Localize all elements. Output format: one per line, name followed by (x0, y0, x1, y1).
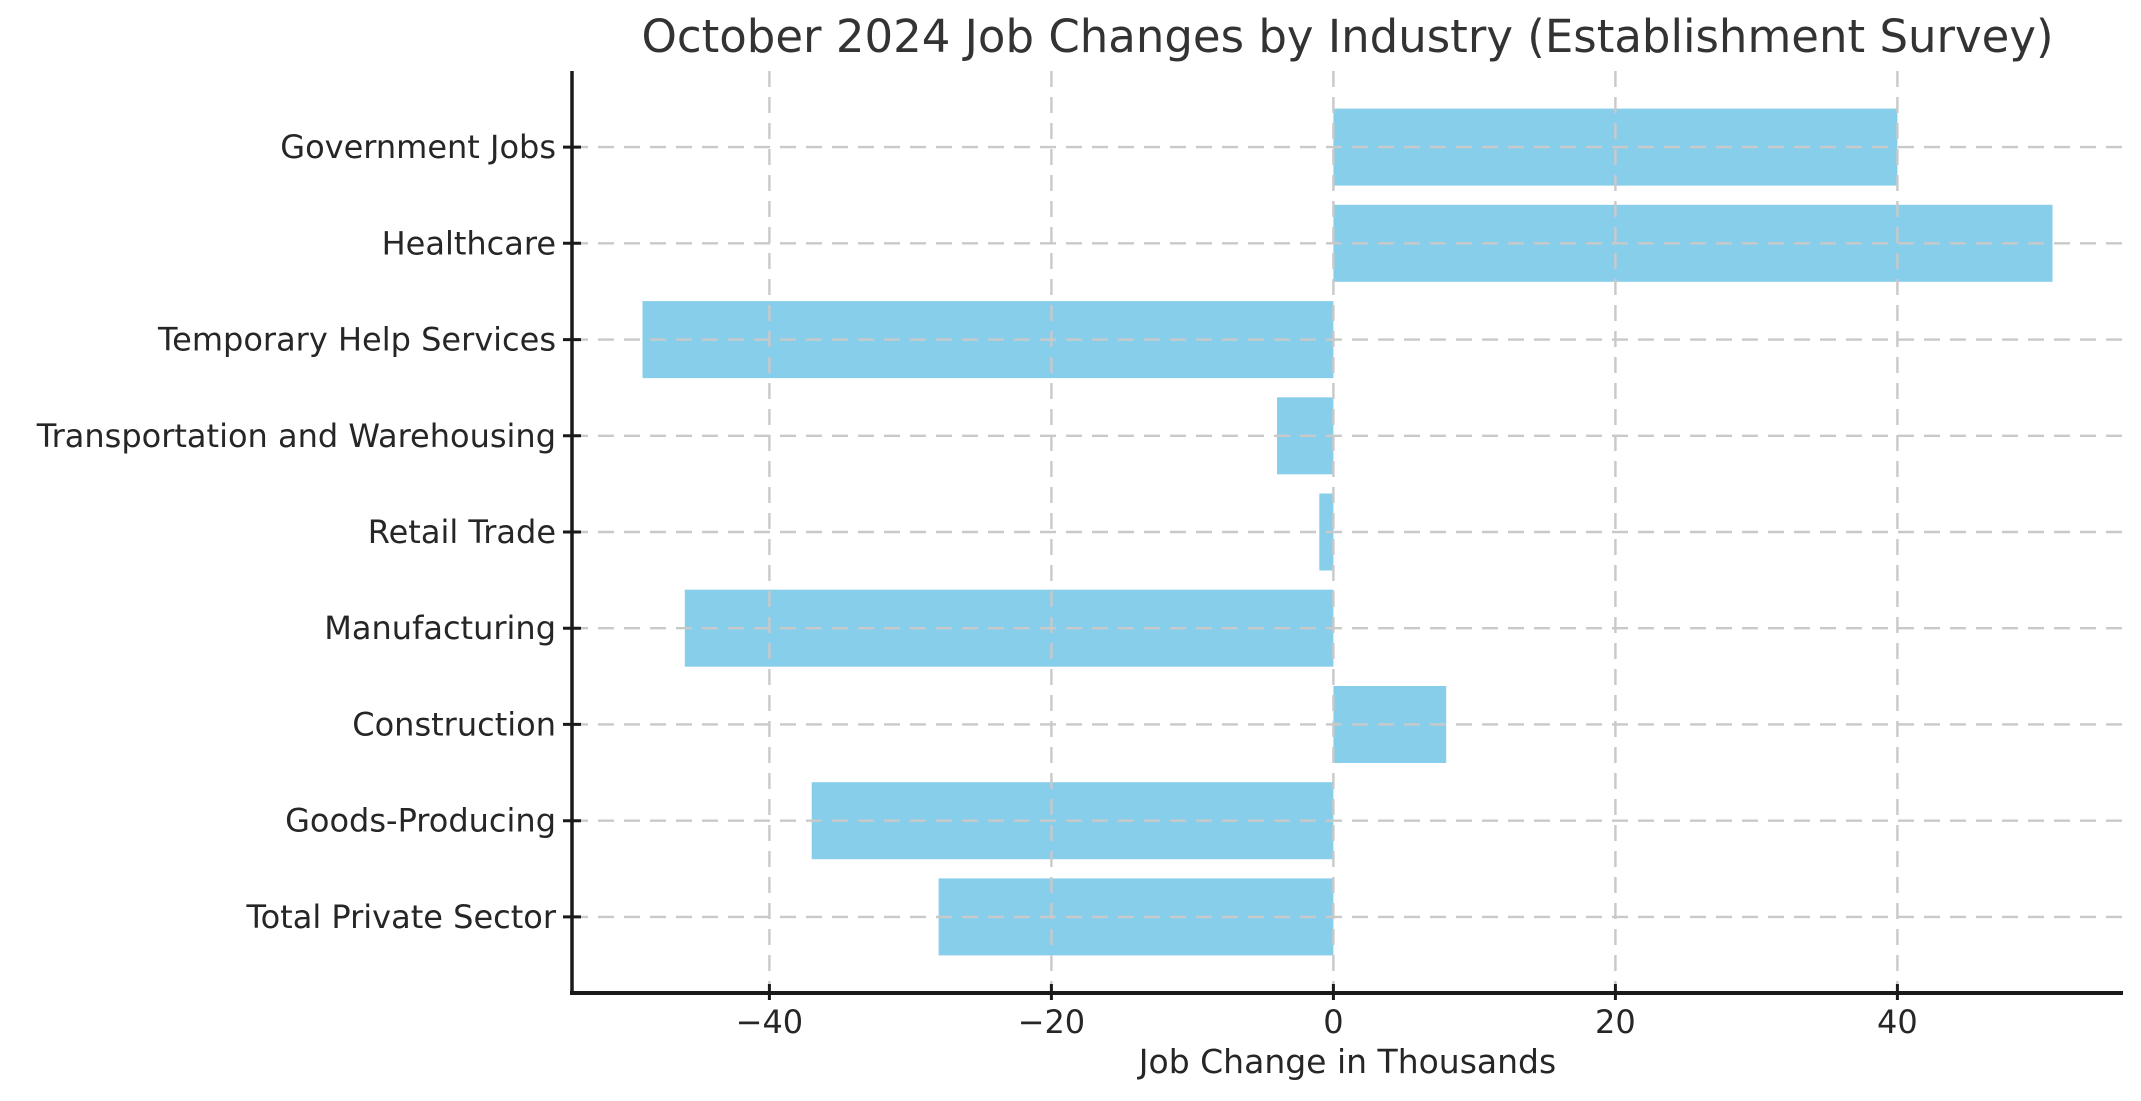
category-label: Healthcare (382, 224, 556, 262)
bar (938, 878, 1334, 956)
x-tick-label: −40 (736, 1003, 804, 1041)
category-label: Government Jobs (280, 128, 556, 166)
chart-title: October 2024 Job Changes by Industry (Es… (641, 10, 2054, 63)
category-label: Retail Trade (368, 513, 556, 551)
x-tick-label: 40 (1877, 1003, 1918, 1041)
x-tick-label: 20 (1595, 1003, 1636, 1041)
category-label: Goods-Producing (285, 802, 556, 840)
category-label: Temporary Help Services (157, 321, 556, 359)
category-label: Manufacturing (324, 609, 556, 647)
x-tick-label: 0 (1323, 1003, 1343, 1041)
x-axis-label: Job Change in Thousands (1138, 1042, 1557, 1081)
category-label: Transportation and Warehousing (36, 417, 556, 455)
category-label: Construction (352, 705, 556, 743)
x-tick-label: −20 (1018, 1003, 1086, 1041)
category-label: Total Private Sector (245, 898, 556, 936)
